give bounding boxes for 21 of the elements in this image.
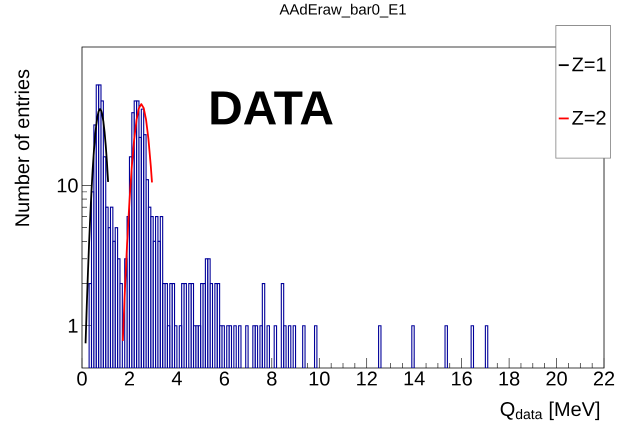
y-tick-label: 1 [68, 318, 78, 333]
chart-title: AAdEraw_bar0_E1 [279, 4, 406, 18]
x-tick-label: 4 [172, 372, 182, 386]
x-tick-label: 8 [267, 372, 276, 386]
legend-label: Z=2 [572, 110, 606, 125]
line-series [84, 108, 109, 344]
x-tick-label: 12 [357, 372, 377, 386]
x-tick-label: 10 [310, 372, 330, 386]
x-axis-title: Q$_{data}$ [MeV] [500, 402, 600, 420]
x-tick-label: 20 [546, 372, 567, 386]
y-axis-title: Number of entries [14, 70, 30, 226]
legend-label: Z=1 [572, 58, 606, 72]
x-tick-label: 16 [452, 372, 472, 386]
annotation: DATA [211, 92, 333, 124]
x-tick-label: 18 [500, 372, 520, 386]
x-tick-label: 14 [404, 372, 425, 386]
line-series [122, 103, 153, 342]
x-tick-label: 0 [77, 372, 87, 386]
x-tick-label: 2 [124, 372, 134, 386]
x-tick-label: 22 [594, 372, 614, 386]
x-tick-label: 6 [220, 372, 230, 386]
